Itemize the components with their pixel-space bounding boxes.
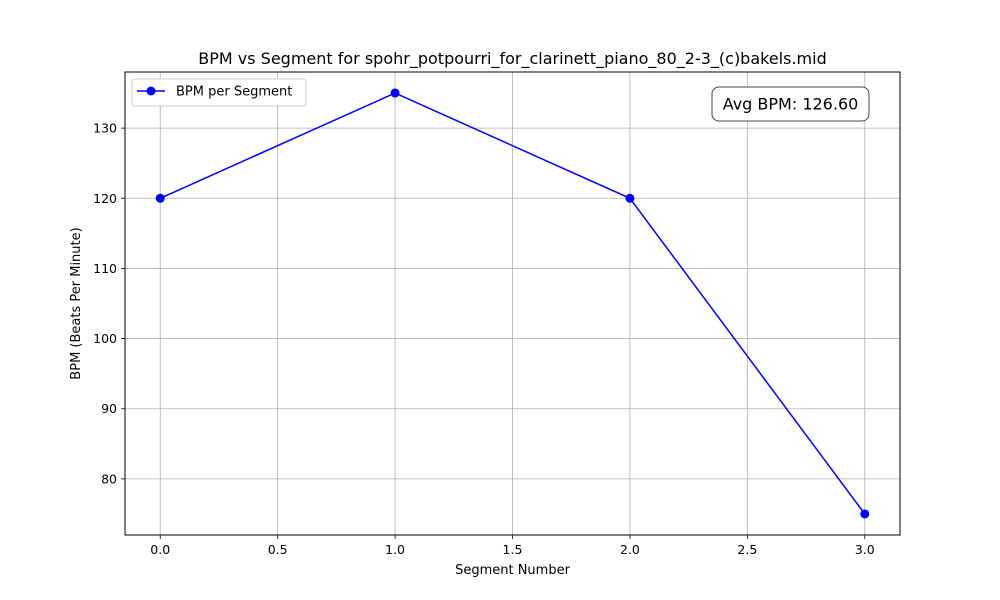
x-tick-label: 0.0 xyxy=(150,542,170,557)
legend-marker-swatch xyxy=(146,86,156,96)
y-axis-label: BPM (Beats Per Minute) xyxy=(69,227,84,379)
x-axis-label: Segment Number xyxy=(455,563,571,578)
y-tick-label: 130 xyxy=(93,121,117,136)
data-point xyxy=(860,509,870,519)
ticks: 0.0 0.5 1.0 1.5 2.0 2.5 3.0 80 90 100 110 120 130 xyxy=(93,121,875,557)
chart-title: BPM vs Segment for spohr_potpourri_for_c… xyxy=(198,49,826,69)
x-tick-label: 2.5 xyxy=(737,542,757,557)
x-tick-label: 1.0 xyxy=(385,542,405,557)
y-tick-label: 120 xyxy=(93,191,117,206)
annotation-text: Avg BPM: 126.60 xyxy=(723,95,859,114)
grid xyxy=(125,72,900,535)
x-tick-label: 2.0 xyxy=(620,542,640,557)
data-point xyxy=(625,193,635,203)
data-point xyxy=(390,88,400,98)
legend: BPM per Segment xyxy=(131,78,307,107)
annotation-box xyxy=(711,86,870,122)
legend-box xyxy=(131,78,307,107)
y-tick-label: 100 xyxy=(93,331,117,346)
x-tick-label: 1.5 xyxy=(503,542,523,557)
series-layer xyxy=(155,88,870,519)
y-tick-label: 110 xyxy=(93,261,117,276)
legend-label: BPM per Segment xyxy=(176,85,292,100)
avg-bpm-annotation: Avg BPM: 126.60 xyxy=(711,86,870,122)
data-point xyxy=(155,193,165,203)
x-tick-label: 3.0 xyxy=(855,542,875,557)
x-tick-label: 0.5 xyxy=(268,542,288,557)
y-tick-label: 90 xyxy=(101,401,117,416)
y-tick-label: 80 xyxy=(101,471,117,486)
series-line xyxy=(159,92,866,515)
